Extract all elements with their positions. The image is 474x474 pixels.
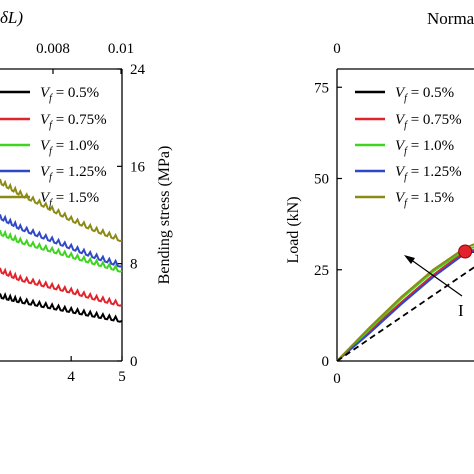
left-right-tick-label: 24 bbox=[130, 62, 146, 78]
left-bottom-tick-label: 4 bbox=[67, 369, 75, 385]
right-y-tick-label: 25 bbox=[314, 263, 329, 279]
left-bottom-tick-label: 5 bbox=[118, 369, 126, 385]
right-legend-label-0: Vf = 0.5% bbox=[395, 85, 454, 104]
right-dashed-reference-line bbox=[336, 266, 474, 362]
right-legend-label-2: Vf = 1.0% bbox=[395, 138, 454, 157]
right-bottom-tick-label: 0 bbox=[333, 371, 341, 387]
left-right-tick-label: 0 bbox=[130, 354, 138, 370]
right-series-group bbox=[336, 243, 474, 362]
left-legend: Vf = 0.5% Vf = 0.75% Vf = 1.0% Vf = 1.25% Vf… bbox=[0, 85, 107, 209]
left-legend-label-0: Vf = 0.5% bbox=[40, 85, 99, 104]
left-top-tick-label: 0.01 bbox=[108, 41, 134, 57]
left-series-line-2 bbox=[0, 229, 123, 273]
right-series-line-4 bbox=[336, 243, 474, 362]
right-y-tick-label: 75 bbox=[314, 80, 329, 96]
left-top-tick-label: 0.008 bbox=[36, 41, 70, 57]
left-legend-label-2: Vf = 1.0% bbox=[40, 138, 99, 157]
right-legend-label-3: Vf = 1.25% bbox=[395, 164, 462, 183]
right-top-tick-label: 0 bbox=[333, 41, 341, 57]
right-y-axis-label: Load (kN) bbox=[285, 196, 302, 263]
right-annotation-fragment: I bbox=[458, 301, 464, 320]
left-right-tick-label: 16 bbox=[130, 159, 146, 175]
right-series-line-2 bbox=[336, 246, 474, 362]
left-series-line-3 bbox=[0, 214, 123, 268]
left-series-line-4 bbox=[0, 178, 123, 243]
right-legend-label-1: Vf = 0.75% bbox=[395, 112, 462, 131]
right-annotation-arrow-line bbox=[409, 258, 463, 297]
right-y-tick-label: 0 bbox=[322, 354, 330, 370]
right-marker-point bbox=[458, 244, 473, 259]
right-title-fragment: Norma bbox=[427, 9, 474, 28]
left-series-group bbox=[0, 178, 123, 323]
left-ticks: 4 5 0.008 0.01 0 8 16 24 bbox=[36, 41, 145, 385]
right-legend-label-4: Vf = 1.5% bbox=[395, 190, 454, 209]
left-legend-label-4: Vf = 1.5% bbox=[40, 190, 99, 209]
left-top-axis-label-fragment: δL) bbox=[0, 8, 23, 27]
left-legend-label-1: Vf = 0.75% bbox=[40, 112, 107, 131]
left-legend-label-3: Vf = 1.25% bbox=[40, 164, 107, 183]
right-legend: Vf = 0.5% Vf = 0.75% Vf = 1.0% Vf = 1.25% Vf… bbox=[355, 85, 462, 209]
left-series-line-1 bbox=[0, 267, 123, 307]
left-right-axis-label: Bending stress (MPa) bbox=[156, 146, 173, 285]
right-y-tick-label: 50 bbox=[314, 172, 329, 188]
right-annotation-arrowhead bbox=[404, 255, 415, 264]
left-right-tick-label: 8 bbox=[130, 257, 138, 273]
left-series-line-0 bbox=[0, 292, 123, 323]
